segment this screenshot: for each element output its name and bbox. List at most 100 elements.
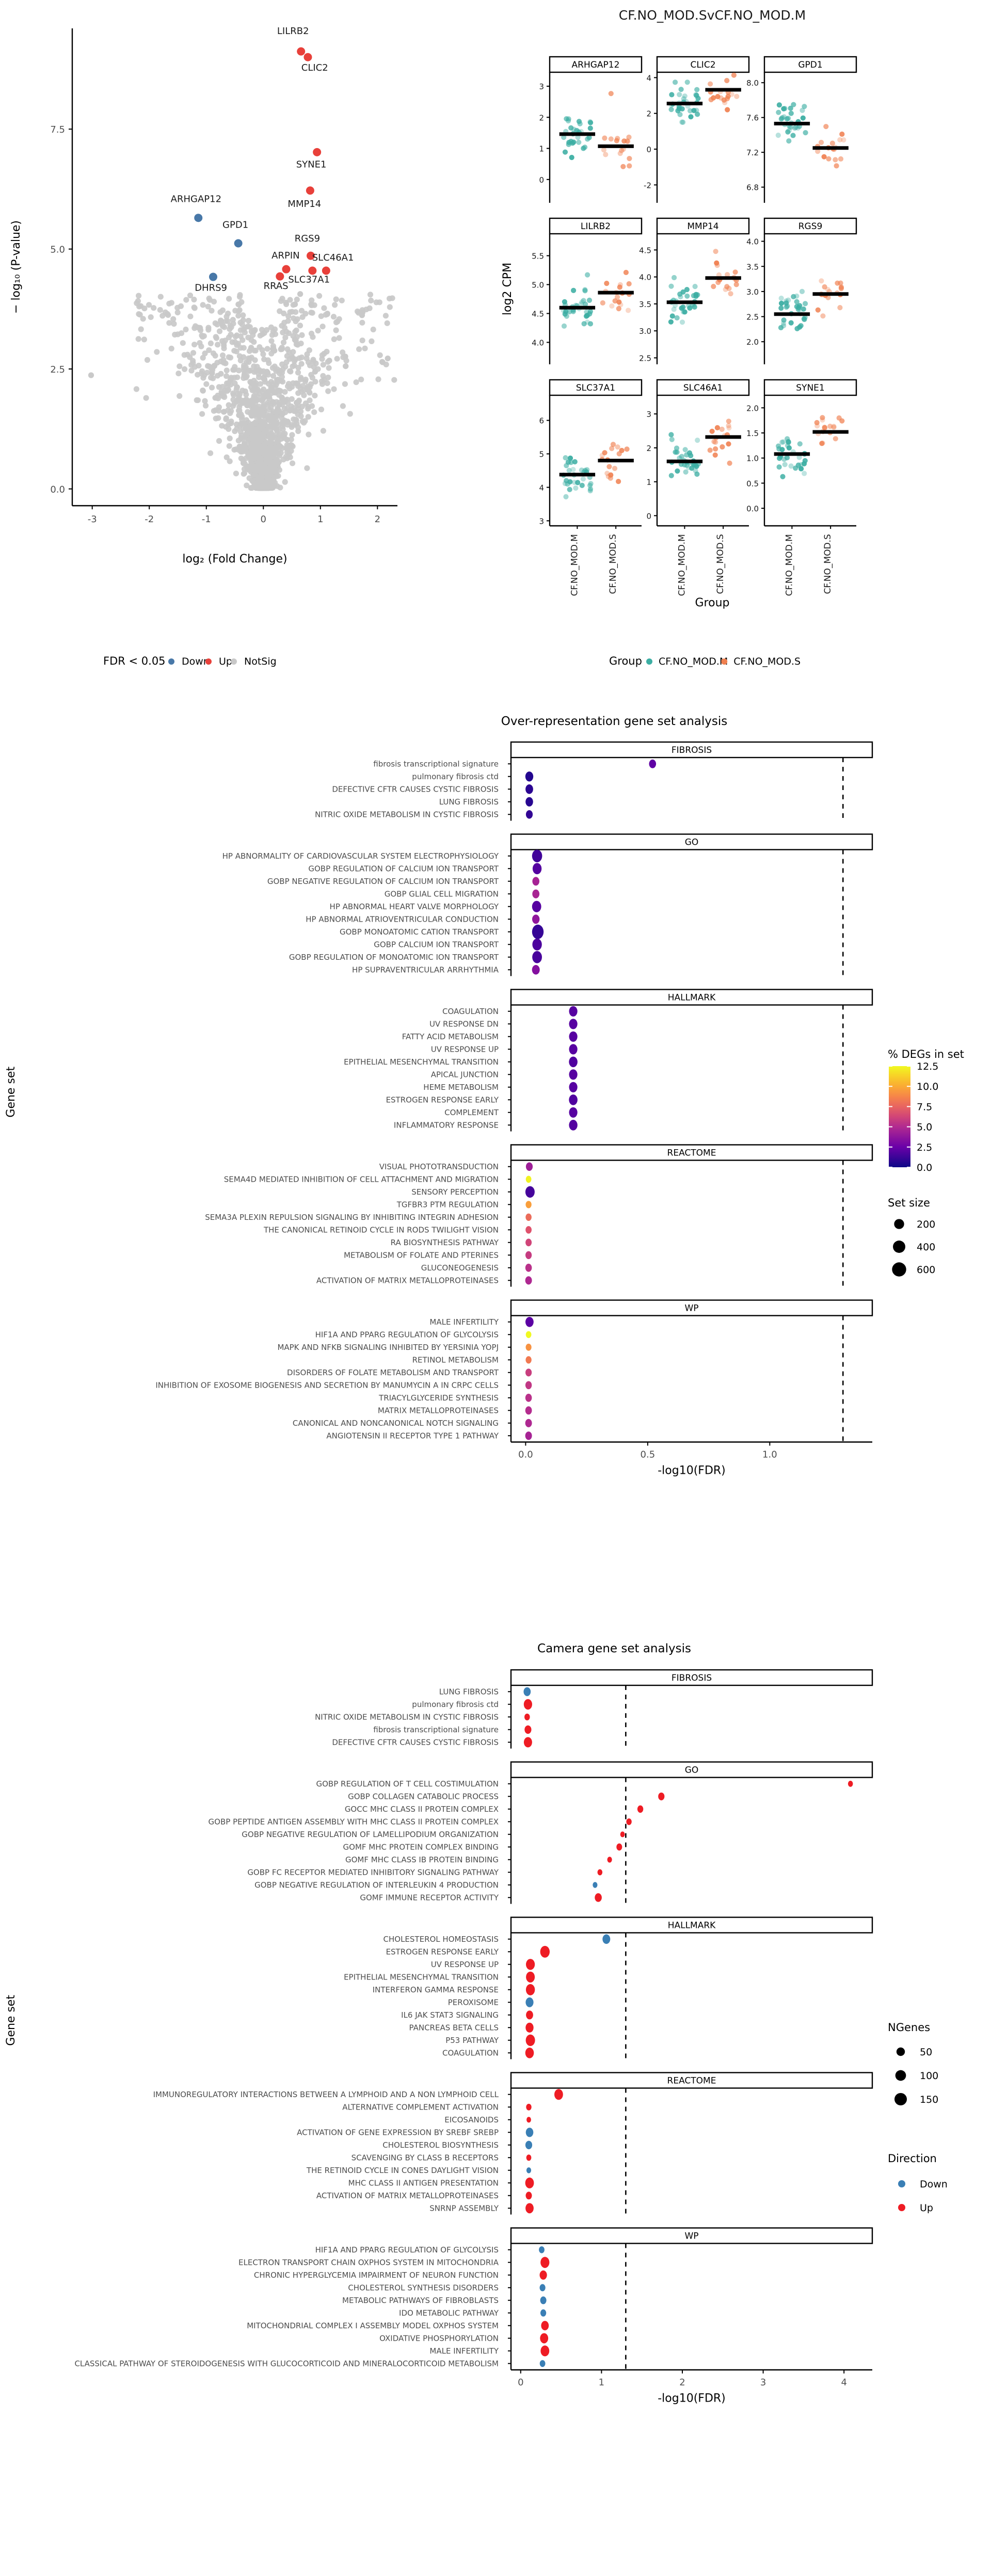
jitter-point bbox=[718, 95, 724, 101]
volcano-point bbox=[283, 359, 290, 365]
volcano-point bbox=[257, 381, 264, 387]
jitter-point bbox=[838, 156, 844, 162]
volcano-point bbox=[237, 401, 243, 407]
jitter-point bbox=[725, 107, 730, 112]
volcano-point bbox=[312, 393, 318, 399]
gene-set-label: UV RESPONSE UP bbox=[431, 1044, 499, 1054]
volcano-significant-point bbox=[307, 251, 315, 260]
volcano-point bbox=[265, 485, 271, 491]
volcano-point bbox=[138, 326, 144, 332]
ora-colorbar-label: 2.5 bbox=[917, 1142, 932, 1153]
gene-set-dot bbox=[620, 1831, 625, 1838]
volcano-significant-point bbox=[322, 266, 330, 275]
volcano-point bbox=[320, 373, 326, 379]
volcano-point bbox=[391, 377, 397, 383]
jitter-point bbox=[786, 138, 792, 144]
camera-size-legend-dot bbox=[896, 2047, 905, 2056]
volcano-point bbox=[324, 348, 330, 355]
volcano-point bbox=[290, 355, 296, 361]
gene-set-dot bbox=[525, 1238, 532, 1247]
jitter-point bbox=[626, 281, 632, 287]
gene-set-label: SNRNP ASSEMBLY bbox=[429, 2203, 499, 2213]
jitter-point bbox=[820, 417, 825, 423]
volcano-point bbox=[265, 399, 271, 406]
facet-y-tick-label: 0.0 bbox=[746, 504, 759, 513]
gene-set-label: fibrosis transcriptional signature bbox=[373, 1725, 499, 1734]
facet-y-tick-label: 0 bbox=[646, 511, 651, 521]
volcano-point bbox=[168, 345, 174, 352]
volcano-point bbox=[209, 308, 215, 314]
volcano-point bbox=[157, 294, 164, 300]
volcano-point bbox=[219, 307, 226, 313]
facet-y-tick-label: 4.0 bbox=[639, 273, 651, 282]
facet-strip-label: SLC46A1 bbox=[683, 383, 723, 393]
jitter-point bbox=[711, 95, 716, 101]
volcano-point bbox=[293, 337, 299, 344]
camera-panel: Camera gene set analysis FIBROSIS LUNG FIB… bbox=[0, 1625, 991, 2576]
jitter-point bbox=[713, 439, 718, 445]
jitter-point bbox=[788, 110, 794, 116]
gene-set-dot bbox=[532, 877, 539, 886]
jitter-point bbox=[564, 313, 569, 319]
volcano-point bbox=[270, 399, 276, 406]
jitter-point bbox=[802, 104, 807, 109]
jitter-point bbox=[722, 100, 728, 105]
gene-set-dot bbox=[848, 1780, 853, 1787]
volcano-point bbox=[282, 479, 288, 485]
ora-size-legend-label: 400 bbox=[917, 1242, 935, 1253]
jitter-point bbox=[826, 156, 832, 162]
jitter-point bbox=[733, 282, 739, 287]
gene-set-dot bbox=[525, 771, 534, 782]
volcano-point bbox=[347, 411, 353, 417]
gene-set-label: DEFECTIVE CFTR CAUSES CYSTIC FIBROSIS bbox=[332, 784, 499, 794]
jitter-point bbox=[612, 298, 618, 304]
volcano-point bbox=[302, 376, 309, 383]
volcano-point bbox=[136, 311, 142, 317]
gene-set-dot bbox=[595, 1893, 602, 1902]
volcano-x-tick-label: -2 bbox=[145, 514, 154, 525]
gene-set-dot bbox=[523, 1699, 532, 1710]
facet-strip bbox=[510, 1917, 873, 1934]
volcano-point bbox=[273, 410, 279, 416]
volcano-point bbox=[295, 380, 301, 387]
jitter-point bbox=[561, 135, 567, 140]
volcano-point bbox=[274, 439, 280, 445]
volcano-point bbox=[202, 398, 208, 404]
camera-size-legend-label: 100 bbox=[920, 2070, 938, 2082]
volcano-point bbox=[251, 393, 257, 399]
volcano-point bbox=[257, 456, 263, 462]
jitter-point bbox=[796, 455, 802, 460]
facet-y-tick-label: 4.5 bbox=[639, 246, 651, 255]
volcano-point bbox=[298, 408, 304, 414]
ora-size-legend-label: 200 bbox=[917, 1219, 935, 1230]
facet-y-tick-label: 8.0 bbox=[746, 78, 759, 88]
facet-strip-label: FIBROSIS bbox=[672, 1673, 712, 1683]
gene-set-label: MATRIX METALLOPROTEINASES bbox=[378, 1406, 499, 1415]
volcano-point bbox=[283, 299, 289, 306]
camera-direction-legend-title: Direction bbox=[888, 2152, 937, 2165]
volcano-point bbox=[367, 292, 374, 298]
jitter-point bbox=[674, 315, 680, 321]
jitter-point bbox=[683, 469, 689, 475]
volcano-point bbox=[258, 448, 264, 455]
jitter-point bbox=[681, 96, 686, 102]
jitter-point bbox=[576, 139, 582, 145]
gene-set-label: ELECTRON TRANSPORT CHAIN OXPHOS SYSTEM I… bbox=[238, 2258, 499, 2267]
gene-set-label: SEMA3A PLEXIN REPULSION SIGNALING BY INH… bbox=[205, 1213, 499, 1222]
volcano-point bbox=[195, 325, 201, 331]
jitter-point bbox=[616, 299, 622, 305]
volcano-point bbox=[157, 307, 163, 313]
gene-set-label: MITOCHONDRIAL COMPLEX I ASSEMBLY MODEL O… bbox=[247, 2321, 499, 2330]
gene-set-dot bbox=[569, 1094, 578, 1105]
jitter-point bbox=[682, 447, 688, 453]
gene-set-dot bbox=[525, 1317, 534, 1327]
facet-y-tick-label: 3.5 bbox=[746, 262, 759, 271]
ora-x-tick-label: 1.0 bbox=[762, 1450, 777, 1460]
volcano-point bbox=[227, 458, 233, 464]
gene-set-dot bbox=[525, 1419, 532, 1427]
gene-set-label: METABOLISM OF FOLATE AND PTERINES bbox=[344, 1250, 499, 1260]
volcano-point bbox=[221, 345, 227, 351]
jitter-point bbox=[800, 115, 806, 121]
facet-y-tick-label: 3 bbox=[539, 82, 544, 91]
gene-set-dot bbox=[532, 889, 540, 898]
